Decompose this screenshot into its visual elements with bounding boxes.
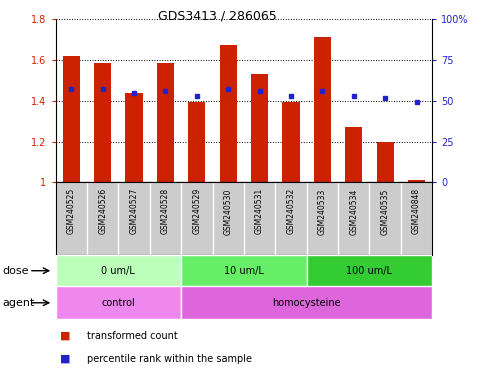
Bar	[94, 63, 111, 182]
Bar	[188, 102, 205, 182]
Text: GSM240533: GSM240533	[318, 188, 327, 235]
Bar	[314, 36, 331, 182]
Text: GSM240531: GSM240531	[255, 188, 264, 235]
Bar	[408, 180, 425, 182]
Text: 100 um/L: 100 um/L	[346, 266, 393, 276]
Text: GSM240530: GSM240530	[224, 188, 233, 235]
Bar	[220, 45, 237, 182]
Bar	[157, 63, 174, 182]
Bar	[377, 142, 394, 182]
Bar	[307, 255, 432, 286]
Text: GSM240532: GSM240532	[286, 188, 296, 235]
Bar	[63, 56, 80, 182]
Text: 0 um/L: 0 um/L	[101, 266, 135, 276]
Text: GSM240848: GSM240848	[412, 188, 421, 234]
Text: GSM240529: GSM240529	[192, 188, 201, 235]
Bar	[56, 286, 181, 319]
Text: GSM240534: GSM240534	[349, 188, 358, 235]
Text: 10 um/L: 10 um/L	[224, 266, 264, 276]
Text: GSM240535: GSM240535	[381, 188, 390, 235]
Text: GDS3413 / 286065: GDS3413 / 286065	[158, 10, 277, 23]
Text: agent: agent	[2, 298, 35, 308]
Text: ■: ■	[60, 331, 74, 341]
Bar	[345, 127, 362, 182]
Text: percentile rank within the sample: percentile rank within the sample	[87, 354, 252, 364]
Bar	[181, 255, 307, 286]
Text: ■: ■	[60, 354, 74, 364]
Text: transformed count: transformed count	[87, 331, 178, 341]
Text: control: control	[101, 298, 135, 308]
Bar	[251, 74, 268, 182]
Text: GSM240526: GSM240526	[98, 188, 107, 235]
Bar	[56, 255, 181, 286]
Text: dose: dose	[2, 266, 29, 276]
Text: homocysteine: homocysteine	[272, 298, 341, 308]
Text: GSM240525: GSM240525	[67, 188, 76, 235]
Bar	[283, 102, 299, 182]
Text: GSM240527: GSM240527	[129, 188, 139, 235]
Bar	[126, 93, 142, 182]
Text: GSM240528: GSM240528	[161, 188, 170, 234]
Bar	[181, 286, 432, 319]
